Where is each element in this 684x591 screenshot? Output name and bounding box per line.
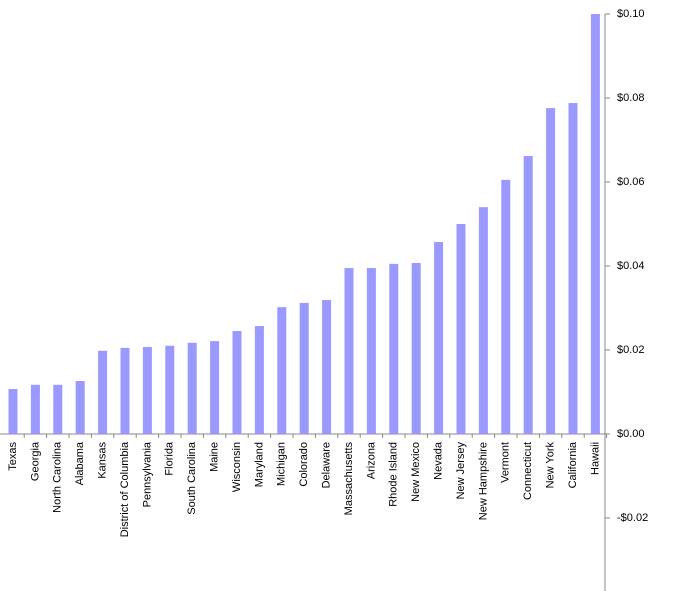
- x-tick-label: Florida: [164, 441, 176, 476]
- x-tick-label: New Hampshire: [477, 442, 489, 520]
- bar: [8, 389, 18, 434]
- bar: [142, 347, 152, 434]
- x-tick-label: District of Columbia: [119, 441, 131, 537]
- bar: [75, 381, 85, 434]
- y-tick-label: $0.06: [617, 176, 645, 188]
- x-tick-label: Georgia: [29, 441, 41, 481]
- bar: [434, 242, 444, 434]
- bar: [322, 299, 332, 434]
- x-tick-label: Texas: [7, 441, 19, 470]
- x-tick-label: Nevada: [433, 441, 445, 480]
- x-tick-label: Arizona: [365, 441, 377, 479]
- bar: [501, 179, 511, 434]
- x-tick-label: Rhode Island: [388, 442, 400, 507]
- bar: [30, 384, 40, 434]
- bar: [478, 207, 488, 434]
- x-tick-label: Wisconsin: [231, 442, 243, 492]
- x-tick-label: New York: [545, 441, 557, 488]
- bar: [389, 263, 399, 434]
- bar: [187, 342, 197, 434]
- bar: [210, 341, 220, 434]
- x-tick-label: South Carolina: [186, 441, 198, 515]
- bar: [232, 331, 242, 434]
- y-tick-label: $0.10: [617, 8, 645, 20]
- x-tick-label: Delaware: [321, 442, 333, 488]
- y-tick-label: $0.00: [617, 428, 645, 440]
- x-tick-label: Massachusetts: [343, 441, 355, 515]
- x-tick-label: Maryland: [253, 442, 265, 487]
- bar: [344, 268, 354, 434]
- bar: [299, 302, 309, 434]
- bar: [165, 345, 175, 434]
- bar: [98, 350, 108, 434]
- x-tick-label: Alabama: [74, 441, 86, 485]
- bar: [523, 155, 533, 434]
- bar: [254, 326, 264, 434]
- y-tick-label: -$0.02: [617, 512, 648, 524]
- x-tick-label: Hawaii: [589, 442, 601, 475]
- x-tick-label: Maine: [209, 442, 221, 472]
- x-tick-label: California: [567, 441, 579, 488]
- bar: [456, 223, 466, 434]
- x-tick-label: New Mexico: [410, 442, 422, 502]
- x-tick-label: Kansas: [97, 441, 109, 478]
- x-tick-label: Connecticut: [522, 442, 534, 500]
- x-tick-label: Vermont: [500, 442, 512, 483]
- x-tick-label: Colorado: [298, 442, 310, 487]
- x-tick-label: Pennsylvania: [141, 441, 153, 507]
- bar: [277, 307, 287, 434]
- bar: [120, 347, 130, 434]
- bar: [411, 263, 421, 434]
- x-tick-label: New Jersey: [455, 441, 467, 499]
- bar: [366, 268, 376, 434]
- bar: [53, 384, 63, 434]
- bar: [546, 108, 556, 434]
- bar: [568, 103, 578, 434]
- y-tick-label: $0.02: [617, 344, 645, 356]
- x-tick-label: Michigan: [276, 442, 288, 486]
- x-tick-label: North Carolina: [52, 441, 64, 513]
- bar: [590, 14, 600, 434]
- y-tick-label: $0.04: [617, 260, 645, 272]
- y-tick-label: $0.08: [617, 92, 645, 104]
